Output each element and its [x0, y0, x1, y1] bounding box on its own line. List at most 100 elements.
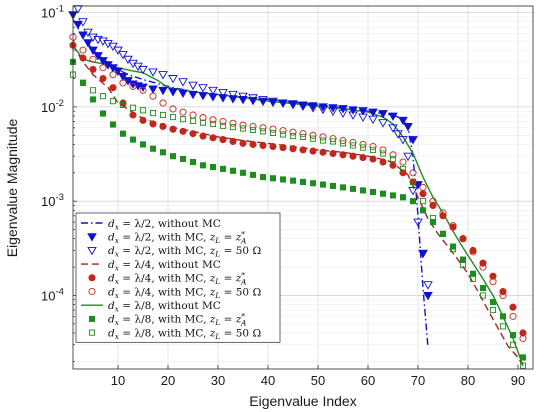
- data-point: [88, 46, 98, 56]
- plot-area: [68, 5, 527, 369]
- data-point: [318, 105, 328, 115]
- data-point: [359, 140, 367, 148]
- data-point: [159, 149, 167, 156]
- data-point: [279, 127, 287, 135]
- data-point: [99, 64, 107, 72]
- data-point: [479, 292, 487, 299]
- data-point: [259, 124, 267, 132]
- y-tick-label: 10-2: [41, 98, 64, 115]
- data-point: [103, 40, 113, 49]
- data-point: [78, 18, 88, 27]
- data-point: [149, 120, 157, 128]
- data-point: [79, 79, 87, 86]
- data-point: [119, 99, 127, 107]
- data-point: [479, 284, 487, 292]
- data-point: [129, 104, 137, 111]
- y-tick-label: 10-4: [41, 286, 64, 303]
- data-point: [319, 181, 327, 188]
- data-point: [419, 183, 427, 191]
- data-point: [79, 46, 87, 54]
- data-point: [379, 158, 387, 166]
- data-point: [139, 86, 147, 94]
- data-point: [419, 198, 427, 205]
- data-point: [369, 142, 377, 151]
- data-point: [299, 130, 307, 138]
- x-tick-label: 70: [411, 373, 425, 388]
- data-point: [359, 154, 367, 162]
- data-point: [398, 136, 408, 145]
- data-point: [119, 79, 127, 87]
- series-markers-2: [73, 5, 433, 290]
- data-point: [169, 125, 177, 133]
- data-point: [519, 354, 527, 361]
- data-point: [369, 155, 377, 163]
- data-point: [339, 140, 347, 147]
- y-tick-label: 10-3: [41, 192, 64, 209]
- data-point: [439, 230, 447, 237]
- data-point: [409, 178, 417, 185]
- data-point: [228, 95, 238, 104]
- data-point: [289, 128, 297, 136]
- data-point: [83, 28, 93, 38]
- legend-entry-label: dx = λ/4, with MC, zL = z* A: [108, 271, 247, 287]
- data-point: [178, 89, 188, 99]
- data-point: [298, 102, 308, 111]
- data-point: [409, 198, 417, 205]
- legend-entry-label: dx = λ/2, with MC, zL = z* A: [108, 230, 247, 246]
- data-point: [299, 146, 307, 154]
- data-point: [329, 182, 337, 190]
- data-point: [179, 155, 187, 163]
- data-point: [249, 126, 257, 133]
- data-point: [149, 92, 157, 100]
- data-point: [188, 81, 198, 91]
- legend-swatch: [87, 246, 97, 256]
- data-point: [479, 263, 487, 271]
- data-point: [489, 272, 497, 280]
- data-point: [429, 215, 437, 222]
- legend-swatch: [87, 233, 97, 242]
- data-point: [348, 111, 358, 120]
- legend-entry-label: dx = λ/2, with MC, zL = 50 Ω: [108, 245, 261, 259]
- data-point: [338, 109, 348, 118]
- data-point: [393, 130, 403, 139]
- data-point: [369, 146, 377, 153]
- data-point: [118, 50, 128, 60]
- data-point: [299, 133, 307, 140]
- data-point: [218, 94, 228, 103]
- data-point: [139, 107, 147, 114]
- series-markers-8: [69, 71, 527, 369]
- legend-swatch: [88, 287, 96, 296]
- x-tick-label: 90: [511, 373, 525, 388]
- data-point: [199, 132, 207, 140]
- data-point: [309, 131, 317, 139]
- data-point: [149, 110, 157, 117]
- data-point: [369, 188, 377, 196]
- data-point: [148, 85, 158, 94]
- data-point: [229, 167, 237, 174]
- data-point: [109, 84, 117, 92]
- data-point: [268, 97, 278, 107]
- data-point: [509, 332, 517, 339]
- data-point: [159, 122, 167, 131]
- data-point: [199, 114, 207, 122]
- data-point: [188, 90, 198, 100]
- data-point: [403, 123, 413, 132]
- data-point: [73, 20, 83, 30]
- legend-entry-label: dx = λ/4, without MC: [108, 259, 221, 273]
- data-point: [229, 137, 237, 145]
- data-point: [269, 129, 277, 136]
- x-tick-label: 50: [311, 373, 325, 388]
- data-point: [409, 169, 417, 177]
- data-point: [219, 117, 227, 126]
- legend-entry-label: dx = λ/8, with MC, zL = z* A: [108, 312, 247, 328]
- x-tick-label: 40: [261, 373, 275, 388]
- data-point: [99, 110, 107, 117]
- data-point: [429, 219, 437, 226]
- data-point: [168, 88, 178, 97]
- data-point: [98, 57, 108, 66]
- data-point: [403, 152, 413, 162]
- series-markers-1: [68, 11, 433, 301]
- data-point: [179, 127, 187, 135]
- data-point: [269, 125, 277, 133]
